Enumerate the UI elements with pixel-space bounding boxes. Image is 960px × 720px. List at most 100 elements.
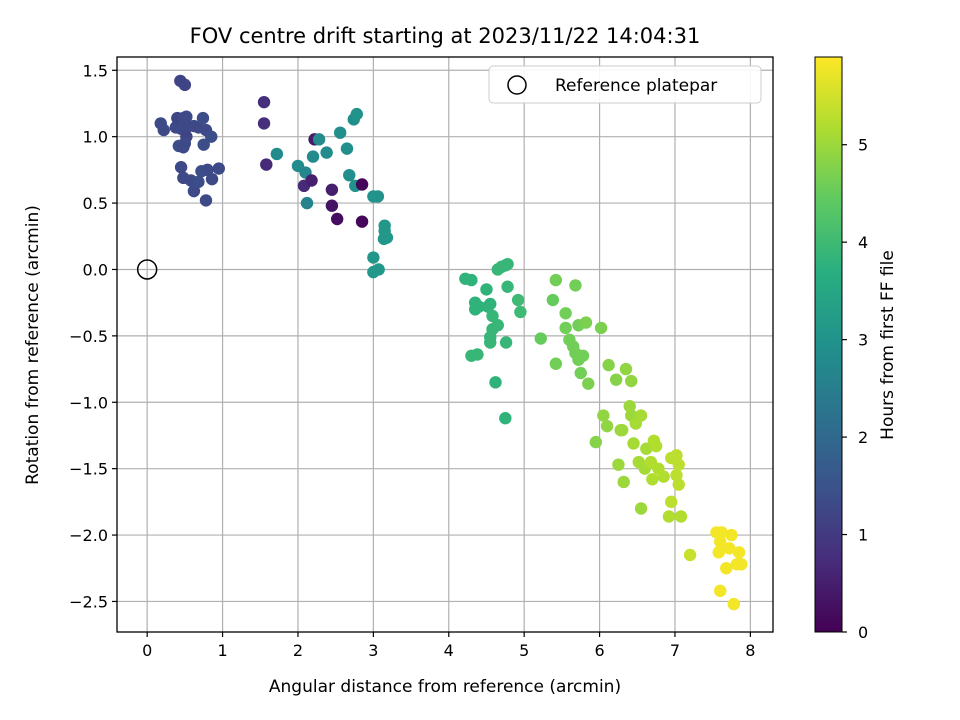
- scatter-point: [205, 130, 218, 143]
- scatter-point: [559, 321, 572, 335]
- scatter-point: [257, 95, 271, 109]
- scatter-point: [340, 142, 354, 155]
- scatter-point: [625, 374, 638, 388]
- scatter-point: [662, 510, 676, 523]
- scatter-point: [683, 548, 697, 562]
- scatter-point: [484, 297, 497, 311]
- y-axis-label: Rotation from reference (arcmin): [23, 205, 43, 485]
- plot-frame: [116, 56, 774, 633]
- scatter-point: [480, 283, 493, 296]
- scatter-point: [657, 470, 670, 483]
- scatter-point: [712, 546, 725, 559]
- x-tick-label: 4: [444, 641, 454, 660]
- scatter-point: [300, 196, 314, 210]
- scatter-point: [499, 336, 513, 349]
- x-axis-label: Angular distance from reference (arcmin): [269, 677, 621, 697]
- colorbar-tick-label: 1: [858, 526, 868, 545]
- grid: [117, 57, 773, 632]
- scatter-point: [617, 475, 630, 489]
- scatter-point: [534, 332, 547, 345]
- scatter-point: [727, 597, 740, 611]
- scatter-point: [312, 133, 326, 146]
- y-tick-label: 1.0: [83, 128, 108, 147]
- y-tick-label: 0.0: [83, 260, 108, 279]
- colorbar-tick-label: 3: [858, 331, 868, 350]
- scatter-point: [471, 348, 484, 361]
- scatter-point: [720, 562, 733, 575]
- scatter-point: [201, 163, 214, 177]
- scatter-point: [511, 293, 525, 307]
- scatter-point: [597, 409, 610, 422]
- scatter-point: [569, 279, 582, 292]
- reference-marker: [136, 259, 158, 280]
- y-tick-label: 0.5: [83, 194, 108, 213]
- scatter-point: [192, 175, 205, 189]
- scatter-point: [486, 309, 499, 323]
- scatter-point: [177, 141, 190, 154]
- scatter-point: [714, 584, 727, 598]
- scatter-point: [196, 111, 210, 125]
- x-tick-label: 8: [745, 641, 755, 660]
- legend: Reference platepar: [488, 65, 762, 104]
- scatter-point: [491, 319, 504, 332]
- scatter-point: [350, 107, 363, 121]
- scatter-point: [489, 376, 502, 389]
- scatter-point: [672, 478, 685, 491]
- scatter-point: [197, 138, 210, 151]
- scatter-point: [333, 126, 347, 139]
- legend-entry-reference: Reference platepar: [555, 76, 717, 96]
- scatter-point: [257, 117, 271, 130]
- scatter-point: [649, 439, 663, 453]
- scatter-point: [371, 190, 385, 203]
- x-tick-label: 5: [519, 641, 529, 660]
- scatter-point: [549, 357, 563, 370]
- scatter-point: [714, 535, 727, 548]
- scatter-point: [574, 366, 587, 380]
- y-tick-label: −2.0: [69, 526, 108, 545]
- scatter-point: [514, 305, 527, 319]
- y-tick-label: −1.5: [69, 460, 108, 479]
- scatter-point: [330, 212, 344, 226]
- scatter-point: [380, 231, 394, 244]
- scatter-point: [260, 158, 273, 171]
- scatter-point: [270, 147, 284, 161]
- colorbar-ticks: 0 1 2 3 4 5: [842, 136, 868, 642]
- y-tick-label: −1.0: [69, 393, 108, 412]
- scatter-point: [732, 546, 746, 559]
- colorbar-tick-label: 0: [858, 623, 868, 642]
- scatter-points: [154, 74, 748, 611]
- x-tick-label: 7: [670, 641, 680, 660]
- x-tick-label: 1: [217, 641, 227, 660]
- colorbar-gradient: [814, 56, 843, 633]
- scatter-point: [665, 495, 678, 509]
- scatter-point: [670, 449, 683, 462]
- scatter-point: [579, 316, 593, 329]
- scatter-point: [372, 263, 385, 276]
- scatter-point: [305, 174, 318, 187]
- y-tick-label: 1.5: [83, 61, 108, 80]
- chart-title: FOV centre drift starting at 2023/11/22 …: [190, 24, 701, 48]
- scatter-point: [501, 257, 514, 271]
- colorbar-label: Hours from first FF file: [878, 250, 898, 440]
- scatter-point: [646, 473, 659, 486]
- scatter-point: [609, 373, 623, 386]
- scatter-point: [594, 321, 608, 335]
- scatter-point: [465, 273, 478, 287]
- scatter-point: [472, 300, 486, 313]
- colorbar-tick-label: 4: [858, 233, 868, 252]
- scatter-point: [212, 162, 225, 175]
- scatter-point: [612, 458, 625, 471]
- scatter-point: [670, 469, 683, 482]
- x-tick-label: 2: [293, 641, 303, 660]
- scatter-point: [178, 78, 192, 92]
- scatter-point: [325, 199, 339, 212]
- scatter-point: [672, 458, 685, 471]
- scatter-point: [199, 194, 213, 207]
- reference-platepar-marker: [136, 259, 158, 280]
- scatter-point: [634, 409, 648, 422]
- scatter-point: [320, 146, 333, 159]
- colorbar: 0 1 2 3 4 5 Hours from first FF file: [814, 56, 898, 642]
- scatter-point: [576, 349, 590, 362]
- colorbar-tick-label: 5: [858, 136, 868, 155]
